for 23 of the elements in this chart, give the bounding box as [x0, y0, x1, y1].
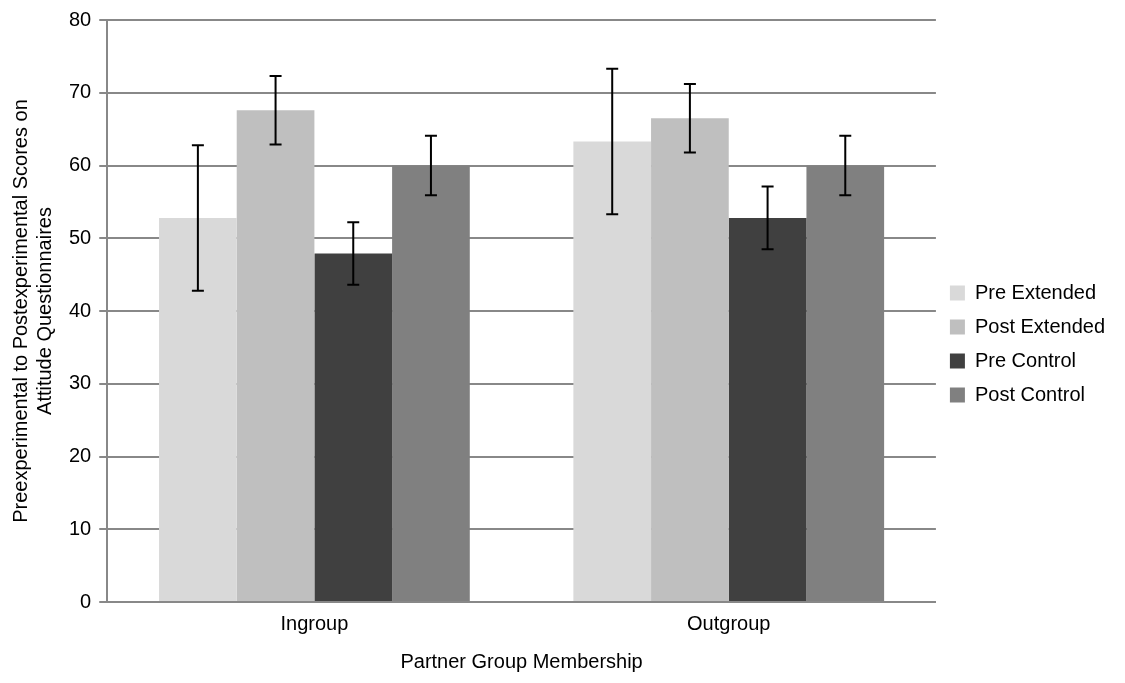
legend-label: Post Control — [974, 382, 1085, 405]
bar — [573, 141, 652, 601]
bar — [314, 253, 393, 601]
bar — [236, 110, 315, 601]
bar — [651, 118, 729, 601]
x-tick-label: Outgroup — [687, 611, 771, 634]
bar — [728, 217, 807, 601]
legend-label: Pre Control — [974, 348, 1077, 371]
y-tick-label: 20 — [69, 444, 92, 467]
y-tick-label: 0 — [80, 589, 92, 612]
legend-label: Post Extended — [974, 314, 1106, 337]
x-axis-title: Partner Group Membership — [400, 649, 643, 672]
y-tick-label: 60 — [69, 153, 92, 176]
y-tick-label: 40 — [69, 298, 92, 321]
legend-label: Pre Extended — [974, 280, 1097, 303]
y-tick-label: 30 — [69, 371, 92, 394]
y-tick-label: 70 — [69, 80, 92, 103]
bar — [159, 217, 237, 601]
x-tick-label: Ingroup — [280, 611, 349, 634]
y-tick-label: 80 — [69, 7, 92, 30]
y-axis-title: Preexperimental to Postexperimental Scores on Attitude Questionnaires — [8, 99, 55, 523]
y-tick-label: 50 — [69, 225, 92, 248]
y-tick-label: 10 — [69, 516, 92, 539]
